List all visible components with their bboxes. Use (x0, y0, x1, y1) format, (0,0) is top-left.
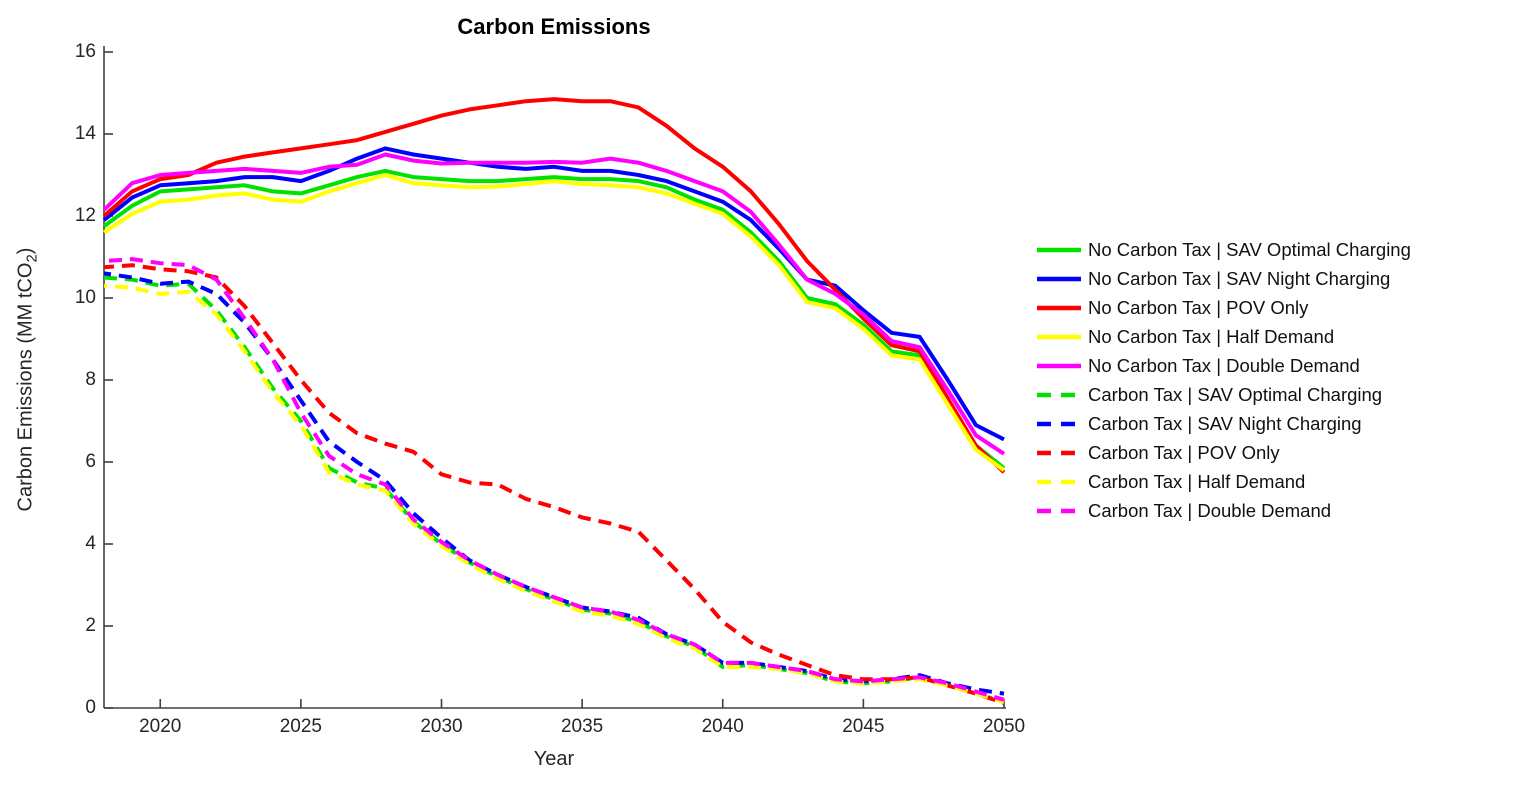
series-line-solid-4 (102, 152, 1006, 456)
y-axis-label-subscript: 2 (23, 254, 41, 263)
x-tick-label: 2020 (139, 716, 182, 737)
legend-item-5: Carbon Tax | SAV Optimal Charging (1036, 380, 1411, 409)
series-line-solid-3 (102, 173, 1006, 472)
legend-label: Carbon Tax | Half Demand (1088, 470, 1306, 492)
legend-label: No Carbon Tax | Double Demand (1088, 354, 1360, 376)
y-axis-label-main: Carbon Emissions (MM tCO (14, 262, 37, 512)
legend-item-9: Carbon Tax | Double Demand (1036, 496, 1411, 525)
series-lines (102, 97, 1006, 705)
x-tick-label: 2040 (701, 716, 744, 737)
legend-line-sample (1037, 421, 1081, 426)
legend-line-sample (1037, 334, 1081, 339)
y-tick-label: 2 (85, 615, 96, 636)
legend-line-sample (1037, 247, 1081, 252)
x-tick-label: 2025 (279, 716, 323, 737)
legend-item-2: No Carbon Tax | POV Only (1036, 293, 1411, 322)
y-tick-label: 4 (85, 533, 96, 554)
y-tick-label: 0 (85, 697, 96, 718)
legend-item-7: Carbon Tax | POV Only (1036, 438, 1411, 467)
legend-item-8: Carbon Tax | Half Demand (1036, 467, 1411, 496)
legend-line-sample (1037, 363, 1081, 368)
legend: No Carbon Tax | SAV Optimal Charging No C… (1036, 235, 1411, 525)
x-tick-label: 2035 (560, 716, 604, 737)
y-tick-label: 8 (85, 369, 96, 390)
series-line-dashed-7 (103, 263, 1005, 705)
x-axis-label: Year (533, 748, 575, 770)
series-line-dashed-8 (103, 283, 1005, 704)
y-tick-label: 6 (85, 451, 96, 472)
x-tick-label: 2050 (982, 716, 1026, 737)
y-axis-label: Carbon Emissions (MM tCO2) (14, 30, 41, 730)
y-tick-label: 12 (74, 205, 96, 226)
series-line-dashed-9 (103, 257, 1005, 702)
legend-line-sample (1037, 276, 1081, 281)
legend-line-sample (1037, 305, 1081, 310)
series-line-solid-1 (102, 146, 1005, 442)
legend-label: Carbon Tax | POV Only (1088, 441, 1280, 463)
legend-item-3: No Carbon Tax | Half Demand (1036, 322, 1411, 351)
legend-item-0: No Carbon Tax | SAV Optimal Charging (1036, 235, 1411, 264)
legend-item-1: No Carbon Tax | SAV Night Charging (1036, 264, 1411, 293)
legend-item-4: No Carbon Tax | Double Demand (1036, 351, 1411, 380)
legend-label: No Carbon Tax | Half Demand (1088, 325, 1335, 347)
series-line-dashed-5 (103, 275, 1005, 704)
legend-label: No Carbon Tax | SAV Optimal Charging (1088, 238, 1411, 260)
y-tick-label: 16 (74, 41, 96, 62)
chart-title: Carbon Emissions (457, 14, 651, 39)
legend-item-6: Carbon Tax | SAV Night Charging (1036, 409, 1411, 438)
legend-label: Carbon Tax | Double Demand (1088, 499, 1332, 521)
y-tick-label: 10 (74, 287, 96, 308)
legend-line-sample (1037, 479, 1081, 484)
series-line-solid-0 (102, 168, 1006, 470)
series-line-solid-2 (102, 97, 1006, 474)
y-tick-label: 14 (74, 123, 96, 144)
legend-label: Carbon Tax | SAV Night Charging (1088, 412, 1362, 434)
legend-label: Carbon Tax | SAV Optimal Charging (1088, 383, 1383, 405)
legend-line-sample (1037, 392, 1081, 397)
y-axis-label-close: ) (14, 247, 37, 255)
legend-label: No Carbon Tax | SAV Night Charging (1088, 267, 1391, 289)
x-tick-label: 2045 (842, 716, 885, 737)
legend-line-sample (1037, 508, 1081, 513)
legend-line-sample (1037, 450, 1081, 455)
axes (103, 46, 1006, 709)
legend-label: No Carbon Tax | POV Only (1088, 296, 1309, 318)
x-tick-label: 2030 (420, 716, 463, 737)
